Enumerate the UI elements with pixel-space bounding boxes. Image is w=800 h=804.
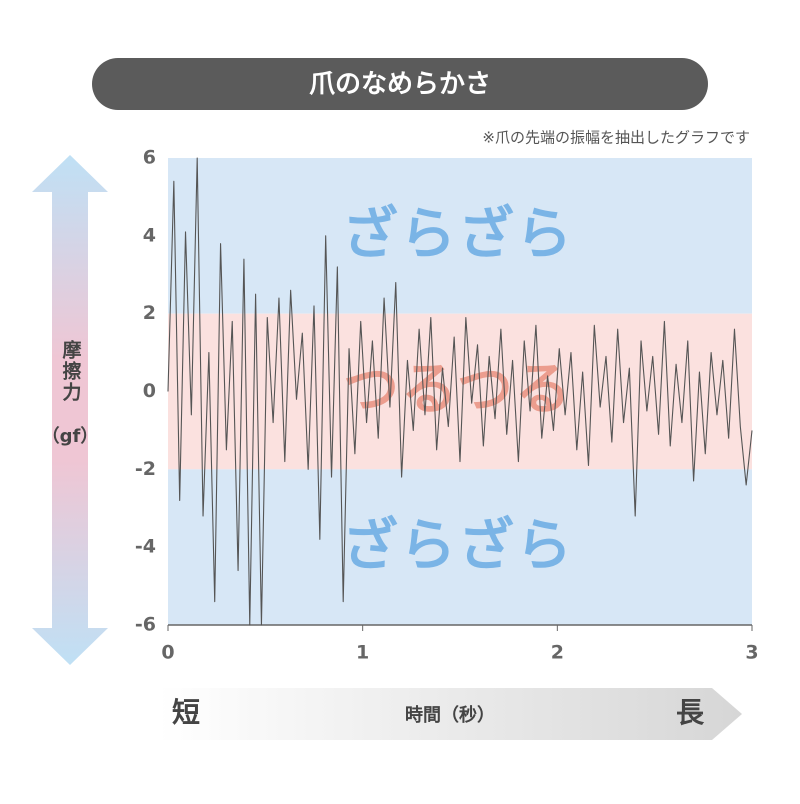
y-tick-label: -6 bbox=[135, 614, 156, 636]
y-tick-label: 2 bbox=[143, 302, 156, 324]
x-end: 長 bbox=[676, 696, 705, 729]
x-tick-label: 0 bbox=[161, 642, 174, 664]
y-tick-label: -2 bbox=[135, 458, 156, 480]
x-start: 短 bbox=[172, 696, 200, 729]
band-label: ざらざら bbox=[342, 513, 574, 578]
band bbox=[168, 469, 752, 625]
x-axis-label: 時間（秒） bbox=[405, 704, 495, 726]
y-tick-label: 6 bbox=[143, 147, 156, 169]
x-arrow bbox=[158, 688, 742, 740]
y-arrow bbox=[32, 155, 108, 665]
y-tick-label: 0 bbox=[143, 380, 156, 402]
signal-line bbox=[167, 157, 753, 626]
chart-title: 爪のなめらかさ bbox=[309, 70, 491, 100]
y-axis-unit: （gf） bbox=[42, 426, 99, 447]
y-axis-label: 摩擦力 bbox=[60, 339, 82, 403]
x-tick-label: 3 bbox=[745, 642, 758, 664]
note: ※爪の先端の振幅を抽出したグラフです bbox=[482, 129, 750, 147]
y-tick-label: -4 bbox=[135, 536, 156, 558]
title-pill bbox=[92, 58, 708, 110]
x-tick-label: 2 bbox=[551, 642, 564, 664]
band-label: ざらざら bbox=[342, 202, 574, 267]
band bbox=[168, 158, 752, 314]
y-tick-label: 4 bbox=[143, 224, 156, 246]
x-tick-label: 1 bbox=[356, 642, 369, 664]
